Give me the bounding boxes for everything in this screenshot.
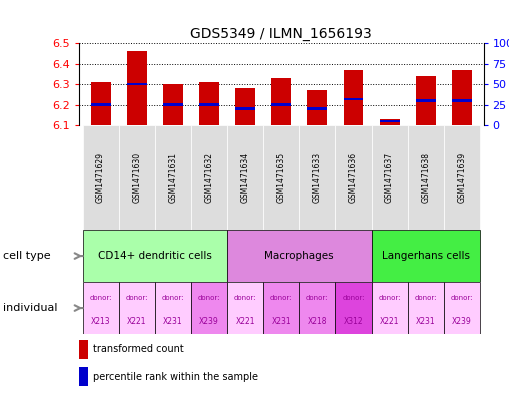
Text: GSM1471633: GSM1471633 xyxy=(313,152,322,203)
Text: X231: X231 xyxy=(271,317,291,325)
Text: donor:: donor: xyxy=(89,295,112,301)
Bar xyxy=(79,367,88,386)
Bar xyxy=(335,282,372,334)
Bar xyxy=(227,125,263,230)
Bar xyxy=(163,103,183,106)
Bar xyxy=(444,125,480,230)
Bar xyxy=(372,125,408,230)
Title: GDS5349 / ILMN_1656193: GDS5349 / ILMN_1656193 xyxy=(190,27,372,41)
Text: Macrophages: Macrophages xyxy=(265,251,334,261)
Bar xyxy=(372,282,408,334)
Bar xyxy=(263,282,299,334)
Text: X239: X239 xyxy=(199,317,219,325)
Text: donor:: donor: xyxy=(234,295,257,301)
Text: X213: X213 xyxy=(91,317,110,325)
Bar xyxy=(163,84,183,125)
Bar xyxy=(127,83,147,86)
Bar xyxy=(299,282,335,334)
Bar xyxy=(191,125,227,230)
Text: individual: individual xyxy=(3,303,57,313)
Text: cell type: cell type xyxy=(3,251,50,261)
Bar xyxy=(79,340,88,359)
Text: X221: X221 xyxy=(235,317,255,325)
Text: donor:: donor: xyxy=(450,295,473,301)
Bar xyxy=(271,78,291,125)
Bar xyxy=(235,88,255,125)
Text: donor:: donor: xyxy=(342,295,365,301)
Bar xyxy=(452,99,472,102)
Text: donor:: donor: xyxy=(306,295,329,301)
Bar xyxy=(119,125,155,230)
Text: Langerhans cells: Langerhans cells xyxy=(382,251,470,261)
Text: X221: X221 xyxy=(380,317,400,325)
Text: GSM1471632: GSM1471632 xyxy=(205,152,213,203)
Text: GSM1471639: GSM1471639 xyxy=(458,152,466,203)
Text: GSM1471630: GSM1471630 xyxy=(132,152,141,203)
Text: GSM1471635: GSM1471635 xyxy=(277,152,286,203)
Text: GSM1471637: GSM1471637 xyxy=(385,152,394,203)
Text: X231: X231 xyxy=(163,317,183,325)
Text: GSM1471629: GSM1471629 xyxy=(96,152,105,203)
Bar xyxy=(82,125,119,230)
Bar xyxy=(307,90,327,125)
Bar xyxy=(155,125,191,230)
Bar xyxy=(408,125,444,230)
Bar xyxy=(335,125,372,230)
Text: transformed count: transformed count xyxy=(93,345,183,354)
Text: donor:: donor: xyxy=(414,295,437,301)
Bar xyxy=(227,282,263,334)
Text: donor:: donor: xyxy=(125,295,148,301)
Bar xyxy=(199,82,219,125)
Bar xyxy=(235,107,255,110)
Bar xyxy=(380,119,400,125)
Text: donor:: donor: xyxy=(197,295,220,301)
Bar xyxy=(372,230,480,282)
Bar xyxy=(91,82,110,125)
Bar xyxy=(227,230,372,282)
Text: percentile rank within the sample: percentile rank within the sample xyxy=(93,372,258,382)
Text: X221: X221 xyxy=(127,317,147,325)
Bar xyxy=(127,51,147,125)
Bar xyxy=(380,119,400,122)
Bar xyxy=(416,99,436,102)
Bar xyxy=(191,282,227,334)
Text: X312: X312 xyxy=(344,317,363,325)
Text: donor:: donor: xyxy=(378,295,401,301)
Bar xyxy=(199,103,219,106)
Bar xyxy=(452,70,472,125)
Bar xyxy=(444,282,480,334)
Text: CD14+ dendritic cells: CD14+ dendritic cells xyxy=(98,251,212,261)
Text: X239: X239 xyxy=(452,317,472,325)
Bar xyxy=(307,107,327,110)
Bar xyxy=(299,125,335,230)
Text: GSM1471638: GSM1471638 xyxy=(421,152,430,203)
Bar xyxy=(82,282,119,334)
Text: donor:: donor: xyxy=(270,295,293,301)
Bar xyxy=(344,70,363,125)
Bar xyxy=(416,76,436,125)
Text: X231: X231 xyxy=(416,317,436,325)
Bar xyxy=(344,97,363,100)
Bar xyxy=(119,282,155,334)
Bar xyxy=(155,282,191,334)
Bar xyxy=(91,103,110,106)
Bar xyxy=(408,282,444,334)
Text: GSM1471631: GSM1471631 xyxy=(168,152,177,203)
Text: X218: X218 xyxy=(307,317,327,325)
Bar xyxy=(271,103,291,106)
Text: GSM1471634: GSM1471634 xyxy=(241,152,249,203)
Text: GSM1471636: GSM1471636 xyxy=(349,152,358,203)
Text: donor:: donor: xyxy=(161,295,184,301)
Bar xyxy=(263,125,299,230)
Bar xyxy=(82,230,227,282)
